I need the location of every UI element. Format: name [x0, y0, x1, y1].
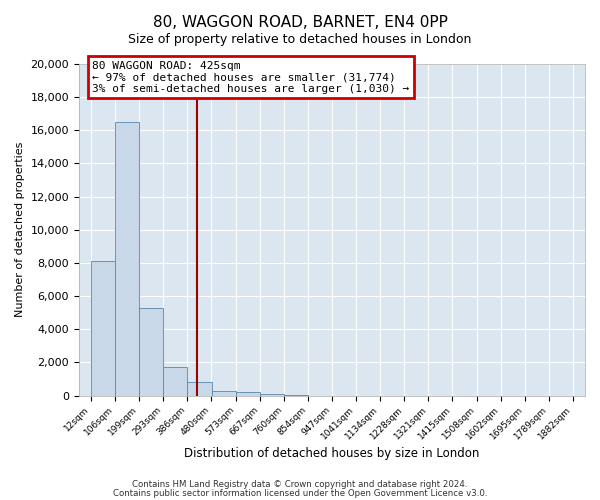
Y-axis label: Number of detached properties: Number of detached properties	[15, 142, 25, 318]
Bar	[212, 390, 236, 396]
Text: Size of property relative to detached houses in London: Size of property relative to detached ho…	[128, 32, 472, 46]
Bar	[236, 392, 260, 396]
Bar	[187, 382, 212, 396]
Text: Contains HM Land Registry data © Crown copyright and database right 2024.: Contains HM Land Registry data © Crown c…	[132, 480, 468, 489]
Text: 80, WAGGON ROAD, BARNET, EN4 0PP: 80, WAGGON ROAD, BARNET, EN4 0PP	[152, 15, 448, 30]
Bar	[284, 394, 308, 396]
Bar	[115, 122, 139, 396]
Text: Contains public sector information licensed under the Open Government Licence v3: Contains public sector information licen…	[113, 489, 487, 498]
X-axis label: Distribution of detached houses by size in London: Distribution of detached houses by size …	[184, 447, 479, 460]
Bar	[260, 394, 284, 396]
Bar	[91, 262, 115, 396]
Bar	[163, 366, 187, 396]
Text: 80 WAGGON ROAD: 425sqm
← 97% of detached houses are smaller (31,774)
3% of semi-: 80 WAGGON ROAD: 425sqm ← 97% of detached…	[92, 60, 409, 94]
Bar	[139, 308, 163, 396]
